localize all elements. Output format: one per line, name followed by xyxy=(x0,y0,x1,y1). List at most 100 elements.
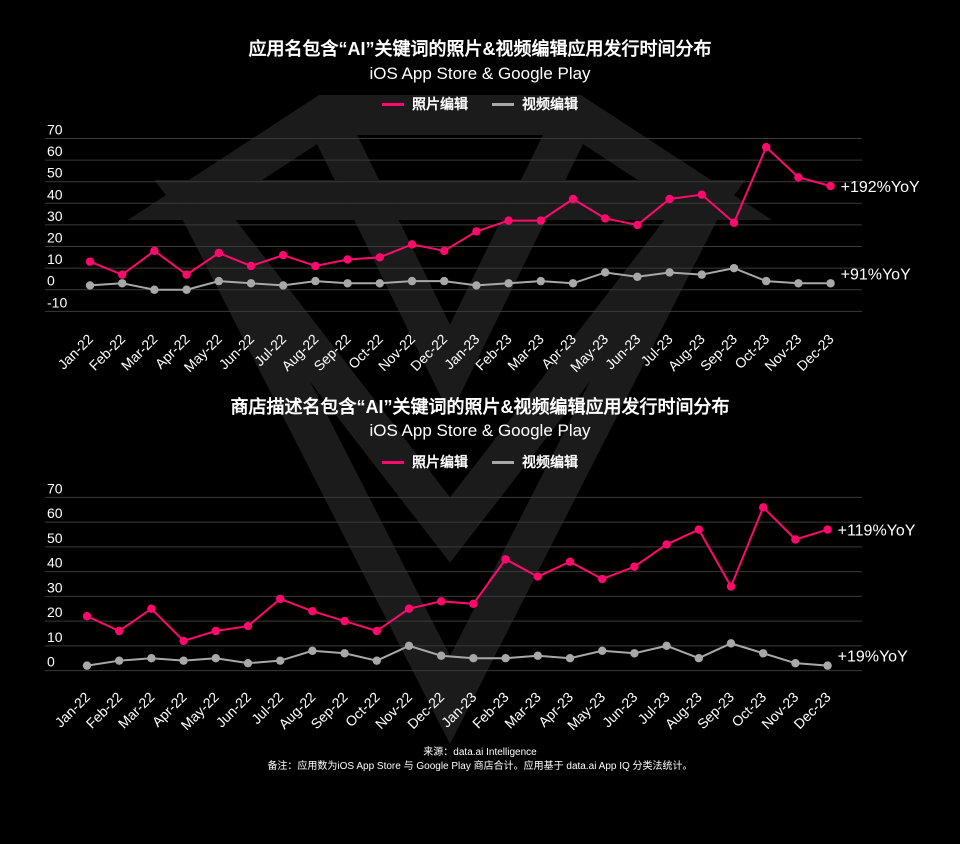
data-point-video xyxy=(697,270,706,279)
data-point-video xyxy=(311,276,320,286)
data-point-video xyxy=(372,656,381,665)
data-point-photo xyxy=(276,594,285,604)
chart-2-title: 商店描述名包含“AI”关键词的照片&视频编辑应用发行时间分布 xyxy=(230,397,730,417)
series-line-photo xyxy=(89,145,831,276)
data-point-photo xyxy=(759,503,768,512)
data-point-video xyxy=(601,268,610,277)
y-tick-label: 70 xyxy=(47,480,63,496)
yoy-label-photo: +119%YoY xyxy=(838,523,916,540)
data-point-video xyxy=(243,658,253,668)
footer-source: 来源：data.ai Intelligence xyxy=(423,747,537,758)
y-tick-label: 50 xyxy=(47,165,63,181)
y-tick-label: 70 xyxy=(47,121,63,137)
data-point-photo xyxy=(340,616,349,626)
data-point-photo xyxy=(179,636,188,646)
data-point-video xyxy=(276,656,285,665)
data-point-video xyxy=(665,268,674,277)
y-tick-label: 20 xyxy=(47,230,63,246)
chart-2-subtitle: iOS App Store & Google Play xyxy=(369,421,591,440)
data-point-photo xyxy=(375,253,384,262)
data-point-video xyxy=(182,285,191,294)
data-point-video xyxy=(375,279,384,288)
data-point-photo xyxy=(437,597,446,606)
data-point-photo xyxy=(536,216,545,225)
data-point-photo xyxy=(601,214,610,223)
series-line-video xyxy=(86,642,828,667)
legend-item-photo: 照片编辑 xyxy=(382,94,468,114)
data-point-video xyxy=(694,654,703,663)
data-point-photo xyxy=(343,255,352,264)
y-tick-label: 40 xyxy=(47,555,63,571)
data-point-photo xyxy=(565,557,575,566)
data-point-video xyxy=(211,654,220,663)
x-tick-label: Dec-23 xyxy=(790,689,833,732)
data-point-video xyxy=(504,279,513,288)
data-point-video xyxy=(407,276,417,286)
y-tick-label: 60 xyxy=(47,143,63,159)
chart-2: 商店描述名包含“AI”关键词的照片&视频编辑应用发行时间分布 iOS App S… xyxy=(0,397,960,733)
data-point-photo xyxy=(115,626,124,636)
data-point-photo xyxy=(501,555,510,564)
data-point-photo xyxy=(407,240,417,249)
data-point-video xyxy=(437,651,446,660)
data-point-photo xyxy=(630,562,639,571)
data-point-video xyxy=(762,276,771,286)
data-point-video xyxy=(308,646,317,655)
data-point-photo xyxy=(823,525,832,534)
data-point-video xyxy=(729,263,739,273)
data-point-video xyxy=(826,279,835,288)
data-point-photo xyxy=(118,270,127,279)
data-point-video xyxy=(85,281,95,290)
data-point-photo xyxy=(791,535,800,544)
x-tick-label: Jun-22 xyxy=(213,689,255,731)
data-point-photo xyxy=(826,181,835,191)
data-point-video xyxy=(472,281,481,290)
data-point-video xyxy=(501,654,510,663)
legend-label-video: 视频编辑 xyxy=(522,96,578,112)
data-point-photo xyxy=(472,227,481,236)
y-tick-label: 60 xyxy=(47,505,63,521)
legend-swatch-video xyxy=(492,102,514,106)
data-point-photo xyxy=(85,257,95,266)
footer-note: 备注：应用数为iOS App Store 与 Google Play 商店合计。… xyxy=(267,761,693,772)
data-point-video xyxy=(791,658,800,668)
data-point-photo xyxy=(372,626,381,636)
data-point-video xyxy=(246,279,256,288)
y-tick-label: 20 xyxy=(47,604,63,620)
data-point-photo xyxy=(694,525,703,534)
legend-item-photo: 照片编辑 xyxy=(382,452,468,472)
data-point-video xyxy=(340,649,349,658)
data-point-photo xyxy=(568,194,578,204)
legend-label-video: 视频编辑 xyxy=(522,454,578,470)
series-line-photo xyxy=(86,505,828,643)
legend-swatch-video xyxy=(492,460,514,464)
data-point-video xyxy=(115,656,124,665)
data-point-video xyxy=(279,281,288,290)
data-point-photo xyxy=(469,599,478,608)
data-point-photo xyxy=(665,194,674,204)
y-tick-label: 10 xyxy=(47,251,63,267)
x-tick-label: Jun-23 xyxy=(599,689,641,731)
data-point-video xyxy=(598,646,607,655)
data-point-photo xyxy=(182,270,191,279)
y-tick-label: 10 xyxy=(47,629,63,645)
data-point-photo xyxy=(279,250,288,260)
chart-2-legend: 照片编辑 视频编辑 xyxy=(0,452,960,472)
data-point-photo xyxy=(762,142,771,152)
data-point-video xyxy=(440,276,449,286)
data-point-video xyxy=(469,654,478,663)
data-point-video xyxy=(662,641,671,651)
yoy-label-video: +91%YoY xyxy=(841,266,911,283)
x-tick-label: Sep-23 xyxy=(694,689,737,732)
y-tick-label: 50 xyxy=(47,530,63,546)
data-point-video xyxy=(179,656,188,665)
data-point-video xyxy=(533,651,542,660)
x-tick-label: Mar-23 xyxy=(501,689,544,732)
data-point-photo xyxy=(726,582,736,591)
data-point-video xyxy=(82,661,92,670)
x-tick-label: Sep-22 xyxy=(307,689,350,732)
data-point-video xyxy=(630,649,639,658)
data-point-video xyxy=(147,654,156,663)
